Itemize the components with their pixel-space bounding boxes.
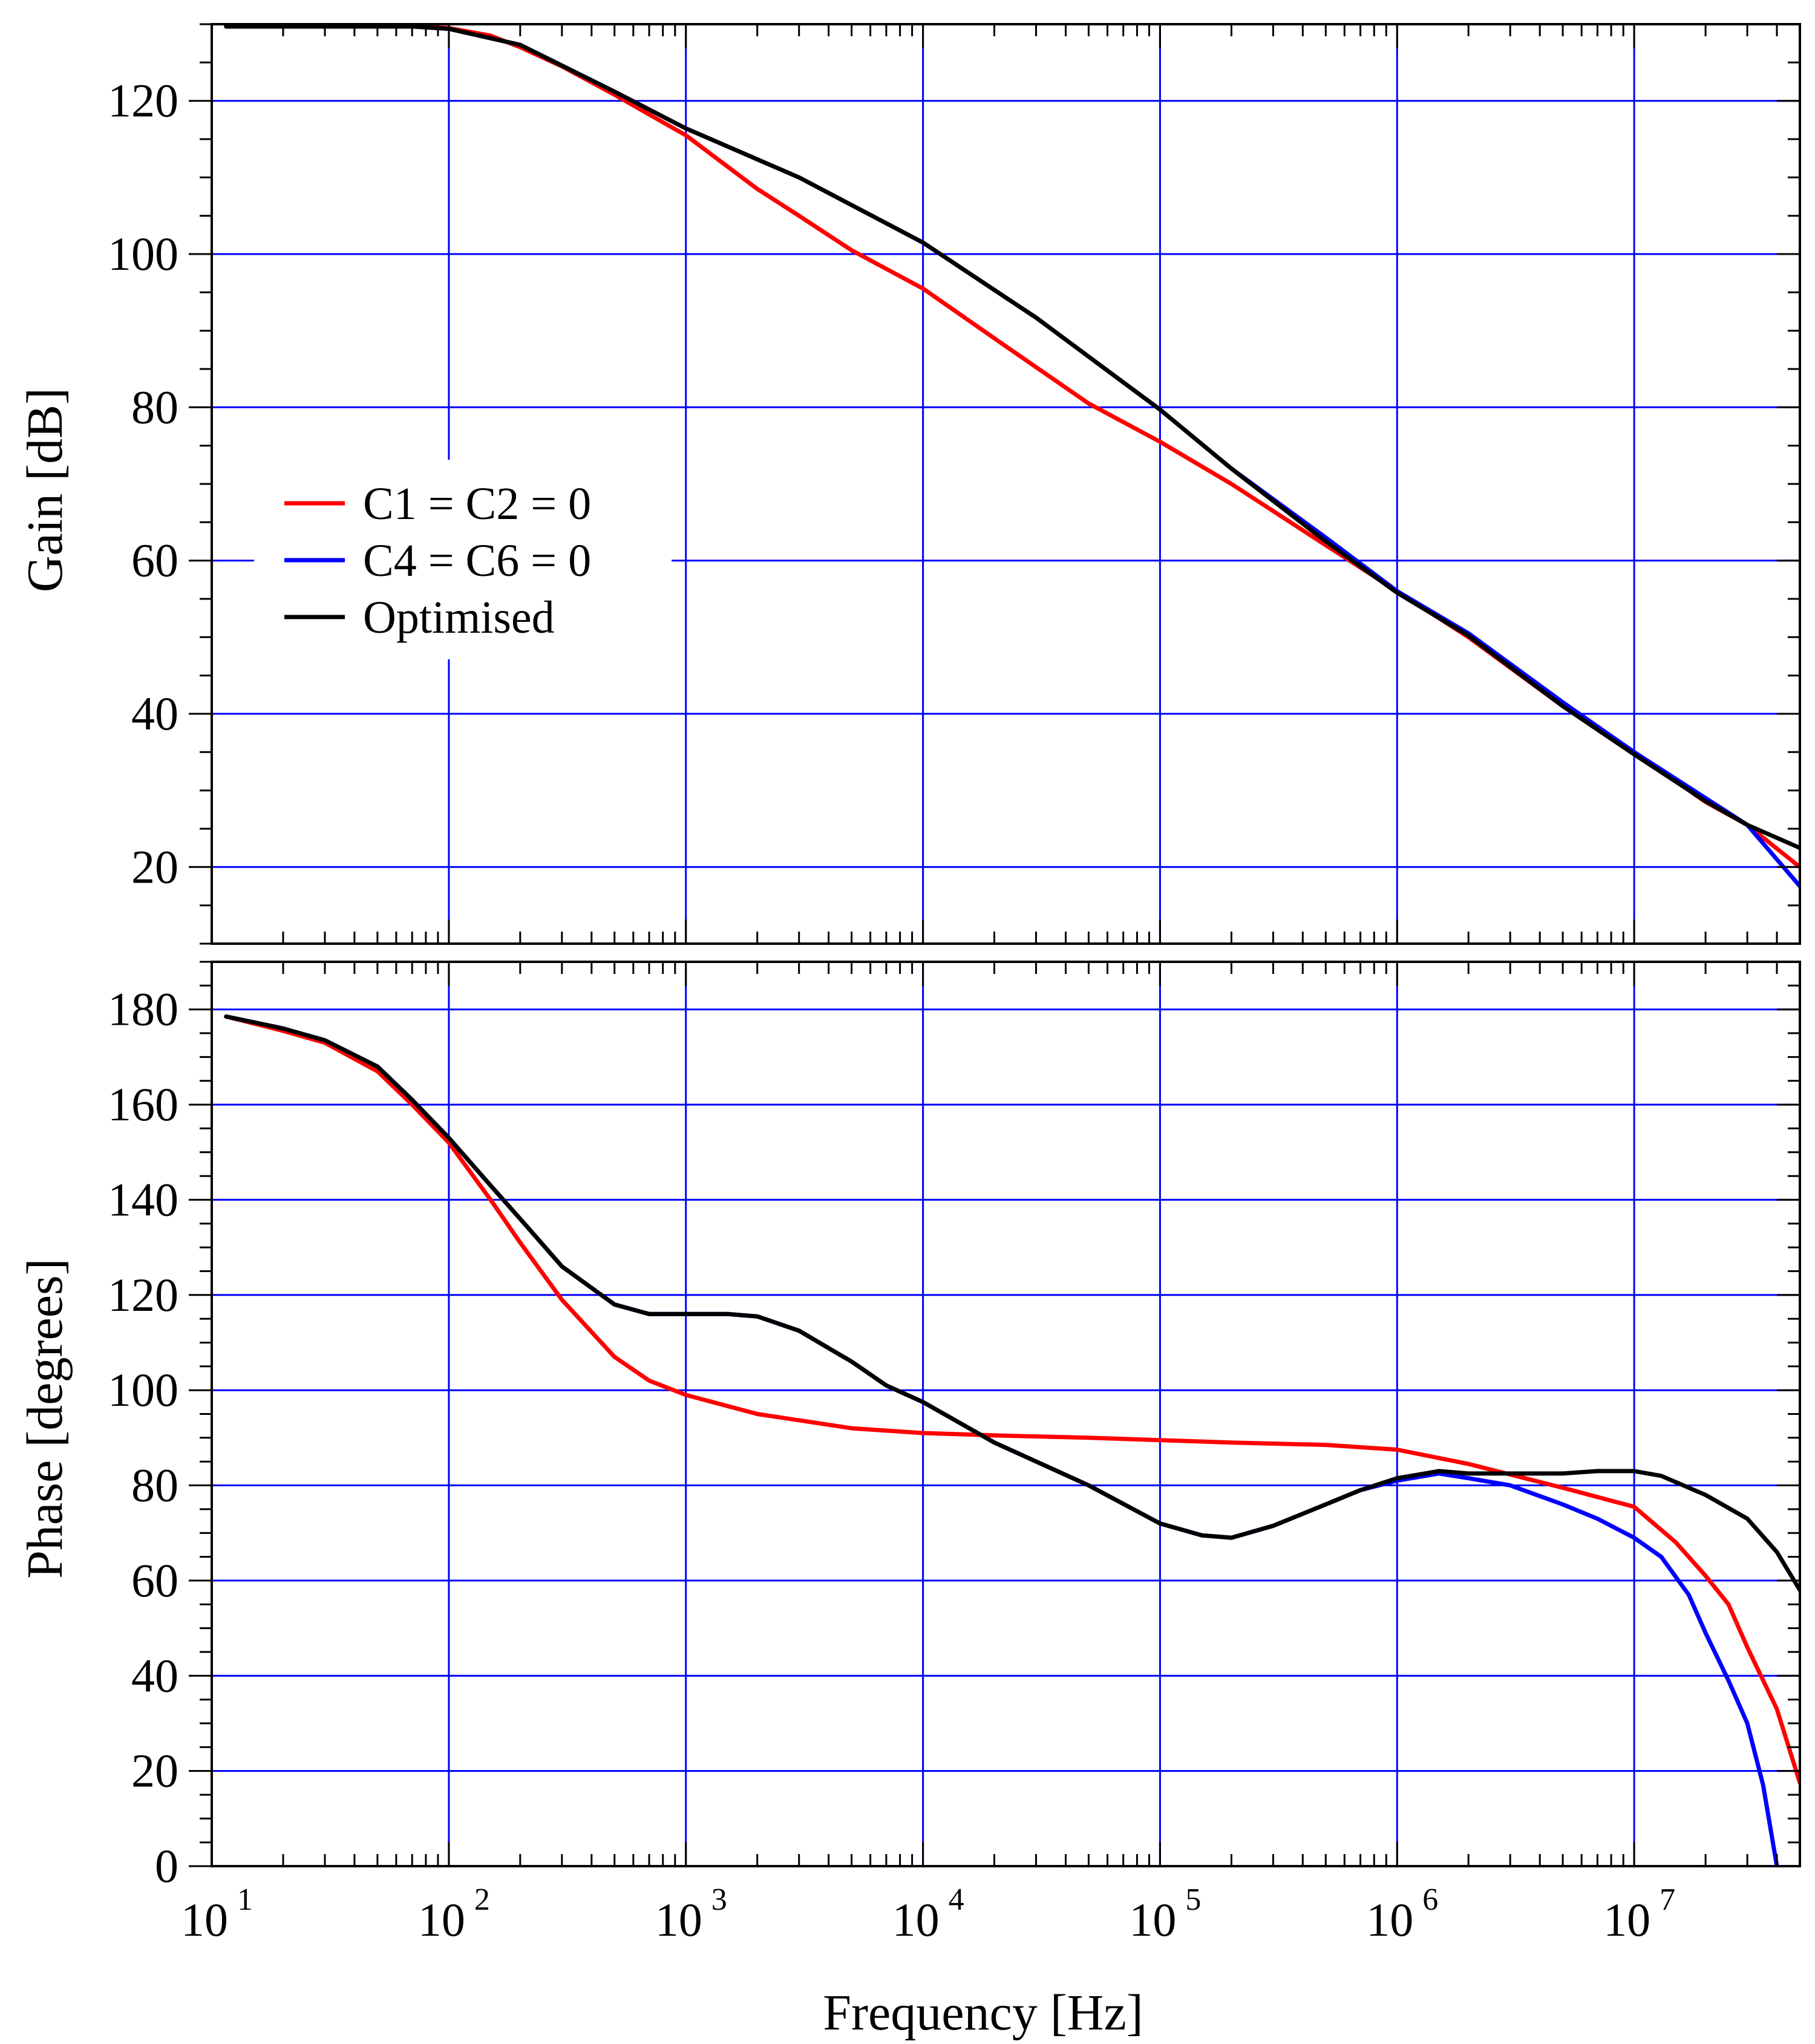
gain-series-line-1 xyxy=(224,24,1800,889)
phase-y-tick-label: 20 xyxy=(131,1745,178,1797)
x-tick-label: 10 xyxy=(418,1893,465,1946)
x-tick-label: 10 xyxy=(1366,1893,1413,1946)
x-tick-label-exponent: 7 xyxy=(1660,1882,1675,1917)
grid-layer xyxy=(212,24,1800,1867)
phase-y-tick-label: 0 xyxy=(155,1840,178,1892)
x-tick-label: 10 xyxy=(892,1893,940,1946)
x-tick-label-exponent: 1 xyxy=(237,1882,253,1917)
phase-series-line-1 xyxy=(224,1014,1779,1866)
phase-series-line-0 xyxy=(224,1014,1800,1785)
phase-plot-frame xyxy=(211,961,1801,1867)
gain-y-tick-label: 120 xyxy=(108,74,178,127)
tick-layer: 20 40 60 80 100 120 0 20 40 60 80 100 120 140 160 180 10… xyxy=(108,23,1801,1946)
gain-y-tick-label: 100 xyxy=(108,227,178,280)
gain-series-line-0 xyxy=(224,24,1800,869)
gain-y-tick-label: 60 xyxy=(131,534,178,587)
phase-y-tick-label: 40 xyxy=(131,1649,178,1702)
phase-series-line-2 xyxy=(224,1014,1800,1593)
frame-layer xyxy=(211,23,1801,1867)
legend-label-optimised: Optimised xyxy=(363,592,555,643)
gain-y-axis-label: Gain [dB] xyxy=(17,388,73,592)
gain-y-tick-label: 40 xyxy=(131,687,178,740)
phase-y-tick-label: 120 xyxy=(108,1269,178,1321)
gain-y-tick-label: 20 xyxy=(131,840,178,893)
x-tick-label-exponent: 4 xyxy=(949,1882,964,1917)
phase-y-tick-label: 160 xyxy=(108,1078,178,1131)
x-tick-label: 10 xyxy=(1129,1893,1176,1946)
legend-label-c4-c6: C4 = C6 = 0 xyxy=(363,535,591,586)
phase-y-tick-label: 60 xyxy=(131,1554,178,1607)
gain-y-tick-label: 80 xyxy=(131,380,178,433)
x-tick-label: 10 xyxy=(1603,1893,1650,1946)
legend: C1 = C2 = 0 C4 = C6 = 0 Optimised xyxy=(284,478,591,643)
phase-y-tick-label: 140 xyxy=(108,1173,178,1226)
series-layer xyxy=(224,24,1800,1866)
x-tick-label: 10 xyxy=(181,1893,228,1946)
phase-y-axis-label: Phase [degrees] xyxy=(17,1258,73,1578)
phase-y-tick-label: 180 xyxy=(108,983,178,1036)
x-axis-label: Frequency [Hz] xyxy=(823,1985,1143,2041)
legend-label-c1-c2: C1 = C2 = 0 xyxy=(363,478,591,529)
x-tick-label-exponent: 6 xyxy=(1422,1882,1438,1917)
x-tick-label: 10 xyxy=(655,1893,702,1946)
phase-y-tick-label: 100 xyxy=(108,1363,178,1416)
phase-y-tick-label: 80 xyxy=(131,1459,178,1512)
x-tick-label-exponent: 2 xyxy=(474,1882,490,1917)
x-tick-label-exponent: 3 xyxy=(711,1882,727,1917)
gain-series-line-2 xyxy=(224,24,1800,851)
x-tick-label-exponent: 5 xyxy=(1185,1882,1201,1917)
